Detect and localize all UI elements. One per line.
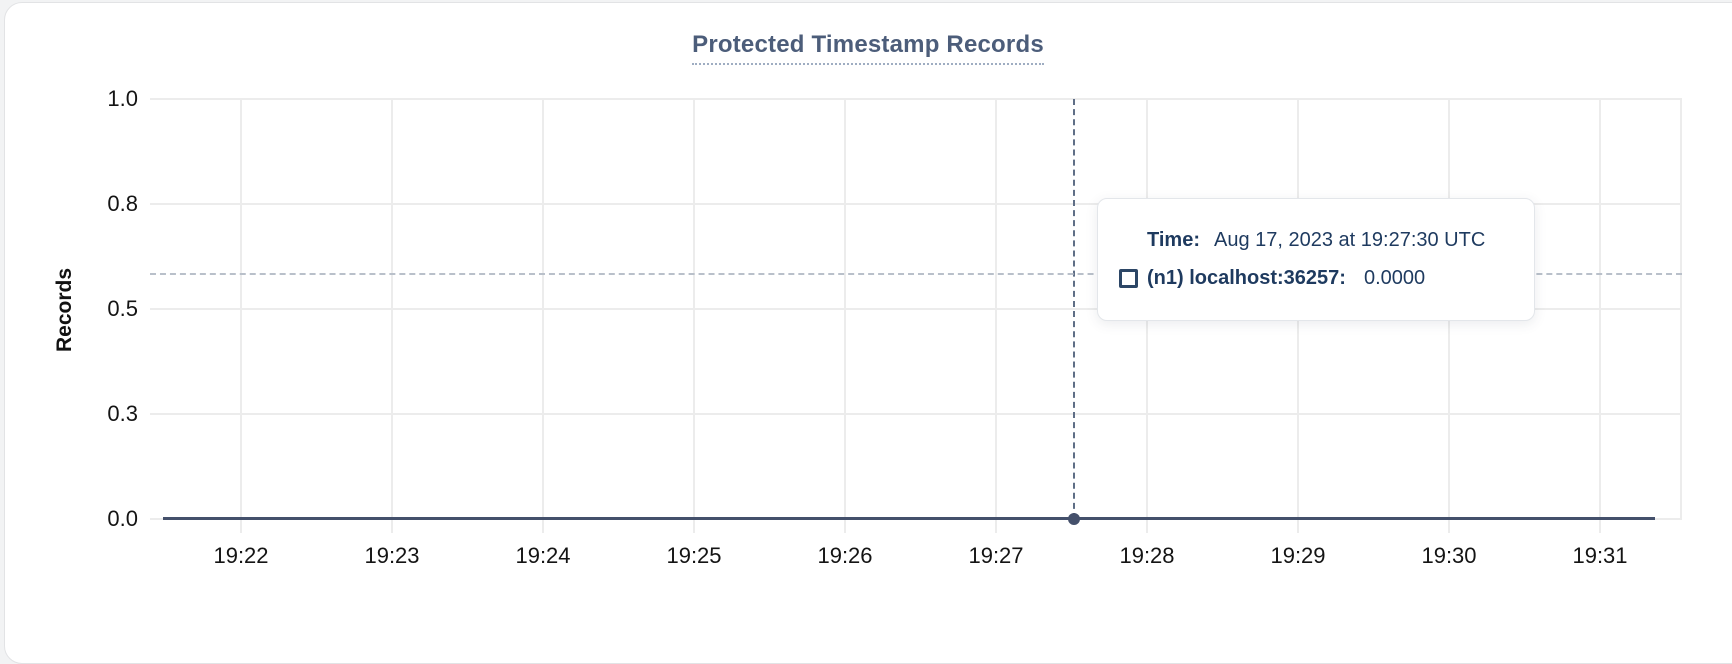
y-tick-label: 0.8 xyxy=(107,191,138,216)
tooltip-time-label: Time: xyxy=(1147,229,1200,251)
tooltip-time-value: Aug 17, 2023 at 19:27:30 UTC xyxy=(1213,229,1486,251)
hover-crosshair-horizontal xyxy=(150,273,1682,275)
gridline-vertical xyxy=(693,99,695,533)
hover-tooltip: Time: Aug 17, 2023 at 19:27:30 UTC (n1) l… xyxy=(1097,198,1535,321)
tooltip-time-row: Time: Aug 17, 2023 at 19:27:30 UTC xyxy=(1147,229,1485,252)
gridline-vertical xyxy=(995,99,997,533)
x-tick-label: 19:31 xyxy=(1572,543,1628,568)
x-tick-label: 19:25 xyxy=(666,543,722,568)
series-line xyxy=(163,517,1655,520)
x-tick-label: 19:24 xyxy=(515,543,571,568)
y-tick-label: 0.5 xyxy=(107,296,138,321)
gridline-horizontal xyxy=(150,98,1682,100)
x-tick-label: 19:30 xyxy=(1421,543,1477,568)
hover-point-dot xyxy=(1068,513,1080,525)
checkbox-icon xyxy=(1119,269,1138,288)
gridline-vertical xyxy=(391,99,393,533)
hover-crosshair-vertical xyxy=(1073,99,1075,519)
chart-card: Protected Timestamp Records Records 1.0 0… xyxy=(4,2,1732,664)
gridline-vertical xyxy=(844,99,846,533)
x-tick-label: 19:26 xyxy=(817,543,873,568)
tooltip-series-row: (n1) localhost:36257: 0.0000 xyxy=(1119,267,1425,290)
gridline-vertical xyxy=(1599,99,1601,533)
y-tick-label: 1.0 xyxy=(107,86,138,111)
y-tick-label: 0.3 xyxy=(107,401,138,426)
gridline-vertical xyxy=(240,99,242,533)
gridline-horizontal xyxy=(150,203,1682,205)
x-tick-label: 19:29 xyxy=(1270,543,1326,568)
gridline-vertical xyxy=(542,99,544,533)
tooltip-series-value: 0.0000 xyxy=(1363,267,1426,289)
chart-header: Protected Timestamp Records xyxy=(5,31,1731,65)
x-tick-label: 19:22 xyxy=(213,543,269,568)
gridline-horizontal xyxy=(150,413,1682,415)
tooltip-series-label: (n1) localhost:36257: xyxy=(1147,267,1346,289)
y-tick-label: 0.0 xyxy=(107,506,138,531)
gridline-horizontal xyxy=(150,308,1682,310)
gridline-vertical-edge xyxy=(1680,99,1682,519)
x-tick-label: 19:27 xyxy=(968,543,1024,568)
x-tick-label: 19:23 xyxy=(364,543,420,568)
x-tick-label: 19:28 xyxy=(1119,543,1175,568)
chart-title[interactable]: Protected Timestamp Records xyxy=(692,31,1044,65)
